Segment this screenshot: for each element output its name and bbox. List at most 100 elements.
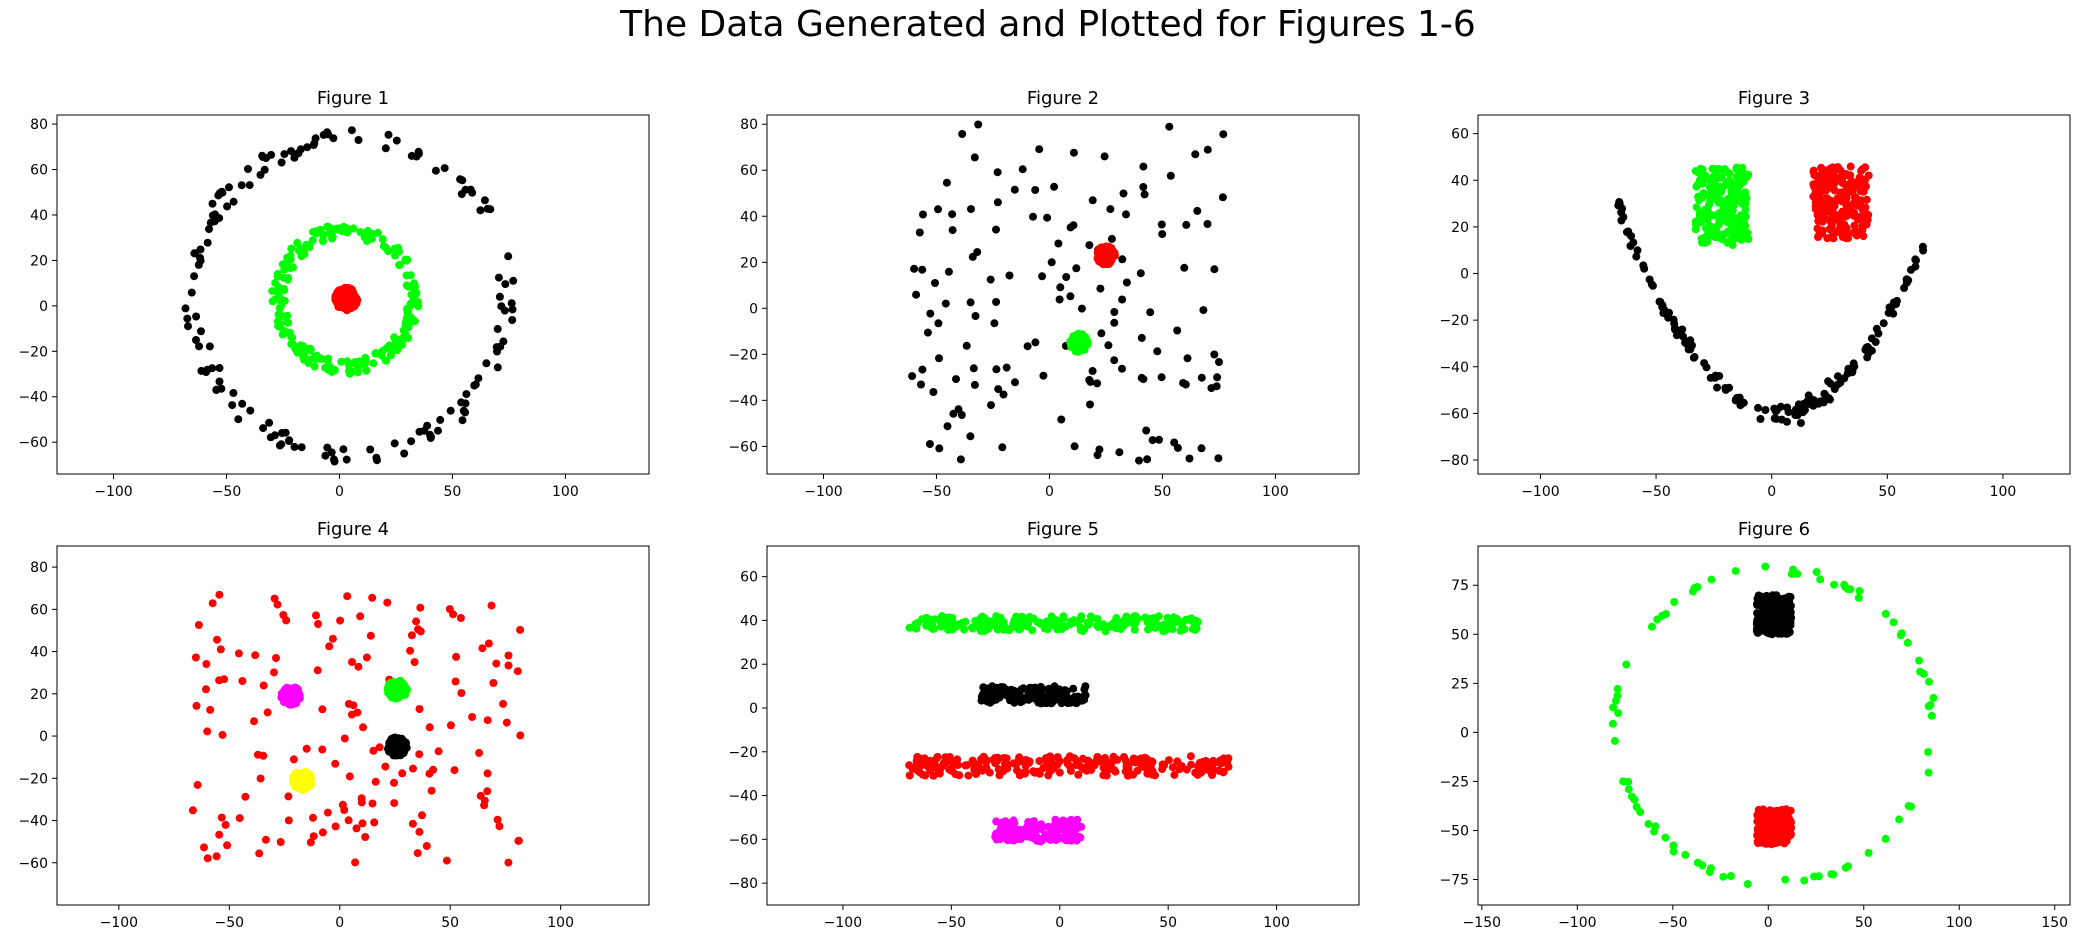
scatter-point	[474, 374, 483, 383]
scatter-point	[1624, 785, 1633, 794]
scatter-point	[935, 354, 943, 363]
scatter-point	[1769, 827, 1778, 836]
scatter-point	[1705, 209, 1714, 218]
scatter-point	[1118, 295, 1127, 304]
scatter-point	[1066, 292, 1075, 301]
scatter-point	[260, 165, 269, 174]
scatter-point	[244, 165, 252, 173]
scatter-point	[395, 261, 404, 269]
scatter-point	[371, 777, 380, 786]
y-tick-label: −60	[18, 856, 48, 872]
scatter-point	[936, 617, 945, 626]
scatter-point	[1118, 364, 1126, 373]
scatter-point	[992, 695, 1000, 704]
scatter-point	[400, 449, 409, 458]
scatter-point	[1213, 373, 1222, 382]
scatter-point	[457, 689, 466, 697]
scatter-point	[410, 658, 419, 667]
scatter-point	[190, 272, 199, 281]
scatter-point	[992, 365, 1001, 374]
scatter-point	[1066, 223, 1075, 232]
y-tick-label: 0	[1460, 725, 1469, 741]
scatter-point	[1097, 329, 1106, 338]
axes-frame	[56, 114, 650, 475]
scatter-point	[1123, 769, 1132, 778]
scatter-point	[309, 832, 318, 841]
scatter-point	[1063, 755, 1072, 764]
scatter-point	[390, 778, 398, 787]
scatter-point	[1919, 669, 1928, 678]
scatter-point	[361, 359, 369, 368]
scatter-point	[970, 153, 979, 162]
scatter-point	[1760, 814, 1769, 823]
scatter-point	[208, 364, 217, 373]
scatter-point	[1029, 834, 1038, 842]
scatter-point	[1057, 415, 1066, 424]
x-tick-label: 50	[1159, 915, 1177, 931]
scatter-point	[1771, 837, 1780, 846]
scatter-point	[354, 662, 363, 671]
scatter-point	[358, 819, 367, 828]
scatter-point	[918, 365, 927, 374]
scatter-point	[415, 750, 424, 759]
scatter-point	[1830, 580, 1839, 589]
x-tick-label: 50	[441, 915, 459, 931]
scatter-point	[386, 351, 395, 360]
scatter-point	[504, 651, 513, 660]
scatter-point	[292, 696, 301, 705]
scatter-point	[1120, 753, 1128, 761]
scatter-point	[1010, 185, 1019, 194]
scatter-point	[1672, 331, 1681, 340]
scatter-point	[397, 741, 406, 750]
scatter-point	[366, 631, 375, 640]
scatter-point	[1706, 183, 1715, 192]
panel-title-6: Figure 6	[1737, 519, 1811, 540]
scatter-point	[268, 287, 277, 296]
x-tick-label: 100	[1263, 915, 1290, 931]
x-tick-label: −50	[1641, 484, 1671, 500]
scatter-point	[1110, 318, 1119, 327]
scatter-point	[1160, 761, 1169, 770]
scatter-point	[912, 290, 921, 299]
scatter-point	[949, 409, 958, 418]
scatter-point	[429, 765, 438, 774]
scatter-point	[1738, 169, 1747, 178]
scatter-point	[1203, 145, 1212, 154]
scatter-point	[1846, 171, 1855, 180]
scatter-point	[410, 295, 419, 303]
scatter-point	[1715, 219, 1724, 228]
scatter-point	[1146, 308, 1155, 317]
scatter-point	[971, 312, 980, 320]
scatter-point	[1713, 383, 1721, 392]
y-tick-label: 60	[740, 570, 758, 586]
scatter-point	[1069, 148, 1078, 157]
scatter-point	[1003, 829, 1012, 838]
scatter-point	[351, 858, 360, 867]
scatter-point	[1122, 210, 1130, 219]
scatter-point	[1155, 435, 1163, 444]
scatter-point	[277, 311, 285, 320]
scatter-point	[1071, 342, 1080, 350]
scatter-point	[273, 600, 282, 609]
scatter-point	[344, 294, 353, 303]
scatter-point	[1060, 817, 1069, 826]
x-tick-label: −150	[1463, 915, 1501, 931]
scatter-point	[280, 150, 289, 159]
series-2-3	[1066, 329, 1092, 356]
scatter-point	[381, 762, 390, 771]
scatter-point	[1133, 614, 1142, 623]
scatter-point	[1164, 756, 1173, 765]
scatter-point	[993, 198, 1002, 207]
scatter-point	[305, 344, 314, 353]
scatter-point	[1829, 234, 1838, 243]
scatter-point	[990, 319, 999, 328]
axes-frame	[766, 545, 1360, 906]
scatter-point	[1829, 870, 1838, 879]
scatter-point	[1076, 615, 1085, 624]
scatter-point	[309, 813, 317, 822]
scatter-point	[1907, 802, 1915, 811]
scatter-point	[1865, 347, 1874, 355]
scatter-point	[335, 298, 344, 307]
scatter-point	[1182, 220, 1191, 229]
scatter-point	[407, 631, 416, 640]
